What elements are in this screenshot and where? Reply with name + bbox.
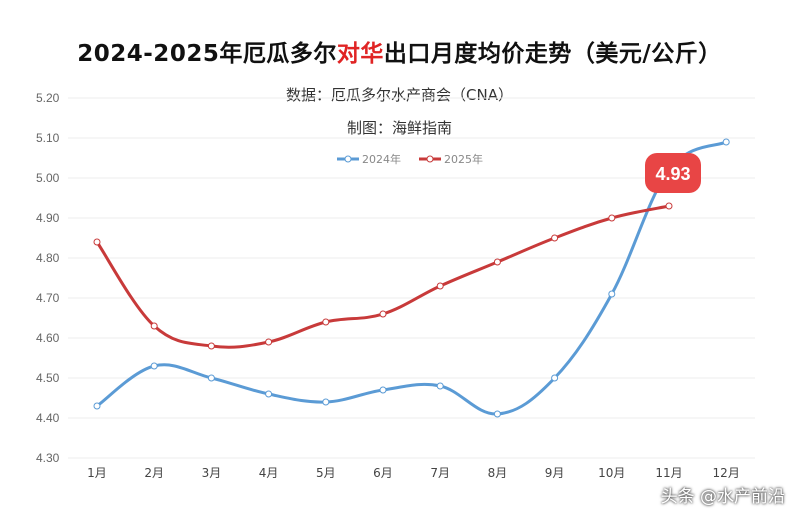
data-point — [93, 402, 101, 410]
data-point — [493, 410, 501, 418]
x-tick-label: 10月 — [598, 466, 625, 480]
legend-label: 2025年 — [444, 152, 483, 166]
maker-text: 制图：海鲜指南 — [346, 119, 452, 137]
y-tick-label: 5.10 — [36, 131, 60, 145]
data-point — [265, 390, 273, 398]
data-point — [322, 318, 330, 326]
x-tick-label: 8月 — [488, 466, 508, 480]
y-tick-label: 4.50 — [36, 371, 60, 385]
title-suffix: 出口月度均价走势（美元/公斤） — [383, 41, 722, 67]
x-tick-label: 6月 — [373, 466, 393, 480]
y-tick-label: 5.00 — [36, 171, 60, 185]
data-point — [551, 374, 559, 382]
y-tick-label: 4.70 — [36, 291, 60, 305]
series-line-2024年 — [96, 140, 727, 416]
data-point — [322, 398, 330, 406]
y-tick-label: 4.80 — [36, 251, 60, 265]
data-point — [93, 238, 101, 246]
source-text: 数据：厄瓜多尔水产商会（CNA） — [286, 86, 513, 104]
data-point — [722, 138, 730, 146]
x-tick-label: 1月 — [87, 466, 107, 480]
annotation-bubble — [645, 153, 701, 193]
legend-label: 2024年 — [362, 152, 401, 166]
x-tick-label: 5月 — [316, 466, 336, 480]
legend-marker — [344, 155, 352, 163]
x-tick-label: 12月 — [713, 466, 740, 480]
data-point — [207, 374, 215, 382]
x-tick-label: 11月 — [655, 466, 682, 480]
legend-marker — [426, 155, 434, 163]
data-point — [207, 342, 215, 350]
y-tick-label: 4.90 — [36, 211, 60, 225]
x-tick-label: 9月 — [545, 466, 565, 480]
y-tick-label: 5.20 — [36, 91, 60, 105]
data-point — [150, 362, 158, 370]
watermark: 头条 @水产前沿 — [660, 487, 785, 507]
chart-title: 2024-2025年厄瓜多尔对华出口月度均价走势（美元/公斤） — [0, 34, 799, 68]
data-point — [436, 282, 444, 290]
data-point — [379, 310, 387, 318]
data-point — [150, 322, 158, 330]
data-point — [608, 214, 616, 222]
data-point — [608, 290, 616, 298]
y-tick-label: 4.60 — [36, 331, 60, 345]
title-highlight: 对华 — [336, 41, 384, 67]
x-tick-label: 7月 — [430, 466, 450, 480]
y-tick-label: 4.40 — [36, 411, 60, 425]
data-point — [265, 338, 273, 346]
x-tick-label: 2月 — [144, 466, 164, 480]
x-tick-label: 3月 — [202, 466, 222, 480]
data-point — [436, 382, 444, 390]
data-point — [493, 258, 501, 266]
annotation-label: 4.93 — [655, 164, 690, 184]
x-tick-label: 4月 — [259, 466, 279, 480]
data-point — [379, 386, 387, 394]
data-point — [665, 202, 673, 210]
data-point — [551, 234, 559, 242]
y-tick-label: 4.30 — [36, 451, 60, 465]
title-prefix: 2024-2025年厄瓜多尔 — [77, 41, 337, 67]
series-line-2025年 — [95, 204, 670, 349]
